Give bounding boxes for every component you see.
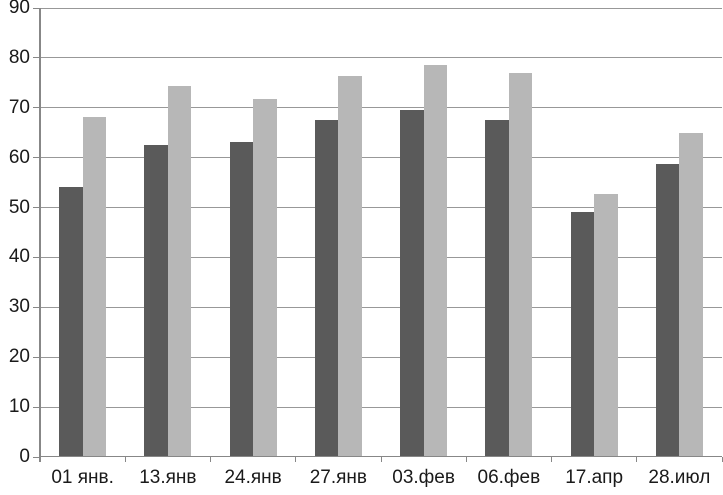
bar-series-2-light-gray: [679, 133, 703, 457]
x-axis-tick: [465, 457, 467, 462]
bar-series-1-dark-gray: [400, 110, 424, 457]
y-gridline: [40, 107, 722, 109]
y-axis-tick-label: 90: [8, 0, 30, 18]
y-axis-tick: [33, 7, 41, 9]
bar-series-2-light-gray: [423, 64, 448, 457]
y-gridline: [40, 356, 722, 358]
y-axis-tick: [33, 306, 41, 308]
y-gridline: [40, 306, 722, 308]
bar-series-1-dark-gray: [314, 120, 339, 457]
y-axis-tick: [33, 356, 41, 358]
y-gridline: [40, 256, 722, 258]
bar-series-1-dark-gray: [485, 120, 509, 457]
y-axis-tick: [33, 107, 41, 109]
x-axis-category-label: 13.янв: [139, 467, 197, 488]
y-axis-tick-label: 50: [8, 196, 30, 218]
y-gridline: [40, 406, 722, 408]
x-axis-category-label: 27.янв: [309, 467, 368, 488]
x-axis-tick: [636, 457, 638, 462]
y-axis-tick-label: 60: [8, 146, 30, 168]
x-axis-tick: [124, 457, 126, 462]
y-axis-tick: [33, 456, 41, 458]
y-axis-tick: [33, 157, 41, 159]
plot-area: [40, 8, 722, 457]
y-axis-tick: [33, 57, 41, 59]
bar-series-2-light-gray: [508, 73, 533, 457]
y-axis-tick-label: 10: [8, 396, 30, 418]
bar-series-2-light-gray: [167, 86, 192, 457]
y-axis-tick: [33, 207, 41, 209]
y-axis-tick-label: 30: [8, 296, 30, 318]
y-axis-line: [39, 8, 41, 462]
y-axis-tick-label: 20: [8, 346, 30, 368]
x-axis-tick: [210, 457, 211, 462]
bar-series-1-dark-gray: [570, 211, 595, 457]
y-gridline: [40, 57, 722, 59]
bar-series-1-dark-gray: [655, 163, 680, 457]
x-axis-category-label: 28.июл: [648, 467, 711, 488]
x-axis-category-label: 06.фев: [477, 467, 541, 488]
y-axis-tick-label: 80: [8, 46, 30, 68]
y-gridline: [40, 157, 722, 159]
bar-series-1-dark-gray: [59, 187, 83, 457]
y-axis-tick: [33, 256, 41, 258]
bar-series-2-light-gray: [253, 98, 277, 457]
bar-series-1-dark-gray: [229, 142, 254, 457]
x-axis-tick: [551, 457, 552, 462]
bar-series-2-light-gray: [338, 75, 362, 457]
x-axis-tick: [295, 457, 297, 462]
x-axis-category-label: 01 янв.: [51, 467, 114, 488]
x-axis-category-label: 24.янв: [224, 467, 282, 488]
y-gridline: [40, 207, 722, 209]
y-axis-tick-label: 0: [19, 446, 30, 467]
y-axis-tick: [33, 406, 41, 408]
y-axis-tick-label: 40: [8, 246, 30, 268]
x-axis-tick: [721, 457, 723, 462]
x-axis-category-label: 17.апр: [565, 467, 624, 488]
y-gridline: [40, 7, 722, 9]
x-axis-line: [40, 455, 722, 458]
y-axis-tick-label: 70: [8, 96, 30, 118]
x-axis-category-label: 03.фев: [392, 467, 455, 488]
bar-series-2-light-gray: [594, 193, 618, 457]
bar-series-2-light-gray: [82, 116, 107, 457]
x-axis-tick: [380, 457, 382, 462]
bar-series-1-dark-gray: [144, 145, 168, 457]
